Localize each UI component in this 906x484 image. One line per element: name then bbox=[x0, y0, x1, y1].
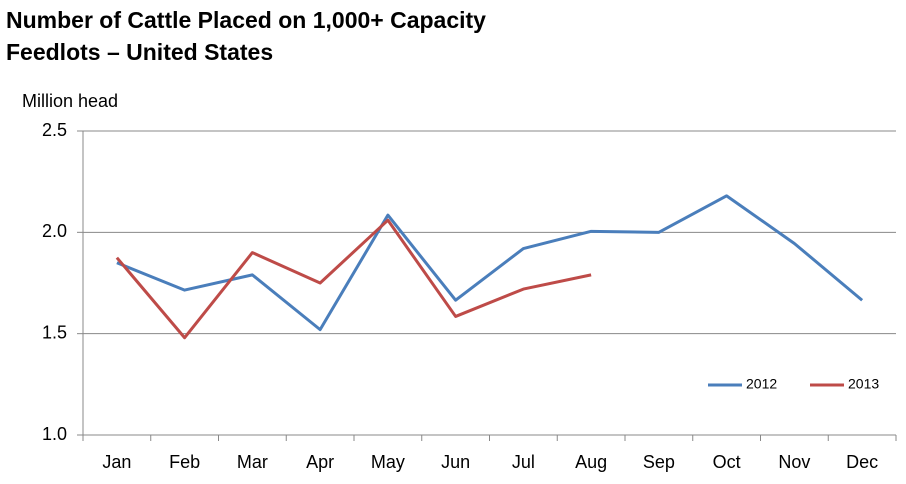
x-tick-label: Nov bbox=[778, 452, 810, 472]
x-tick-label: Dec bbox=[846, 452, 878, 472]
x-tick-label: Jul bbox=[512, 452, 535, 472]
x-tick-label: Mar bbox=[237, 452, 268, 472]
y-tick-label: 1.5 bbox=[42, 322, 67, 342]
chart-title: Feedlots – United States bbox=[6, 39, 273, 65]
x-tick-label: Feb bbox=[169, 452, 200, 472]
series-line bbox=[115, 218, 592, 340]
legend-label: 2012 bbox=[746, 376, 777, 392]
x-tick-label: Sep bbox=[643, 452, 675, 472]
legend-label: 2013 bbox=[848, 376, 879, 392]
x-tick-label: Jun bbox=[441, 452, 470, 472]
y-tick-label: 1.0 bbox=[42, 424, 67, 444]
chart-title: Number of Cattle Placed on 1,000+ Capaci… bbox=[6, 7, 486, 33]
x-tick-label: Aug bbox=[575, 452, 607, 472]
x-tick-label: Jan bbox=[102, 452, 131, 472]
x-tick-label: May bbox=[371, 452, 405, 472]
x-tick-label: Oct bbox=[713, 452, 741, 472]
y-tick-label: 2.0 bbox=[42, 221, 67, 241]
series-line bbox=[116, 194, 864, 332]
x-tick-label: Apr bbox=[306, 452, 334, 472]
y-axis-label: Million head bbox=[22, 91, 118, 111]
y-tick-label: 2.5 bbox=[42, 120, 67, 140]
